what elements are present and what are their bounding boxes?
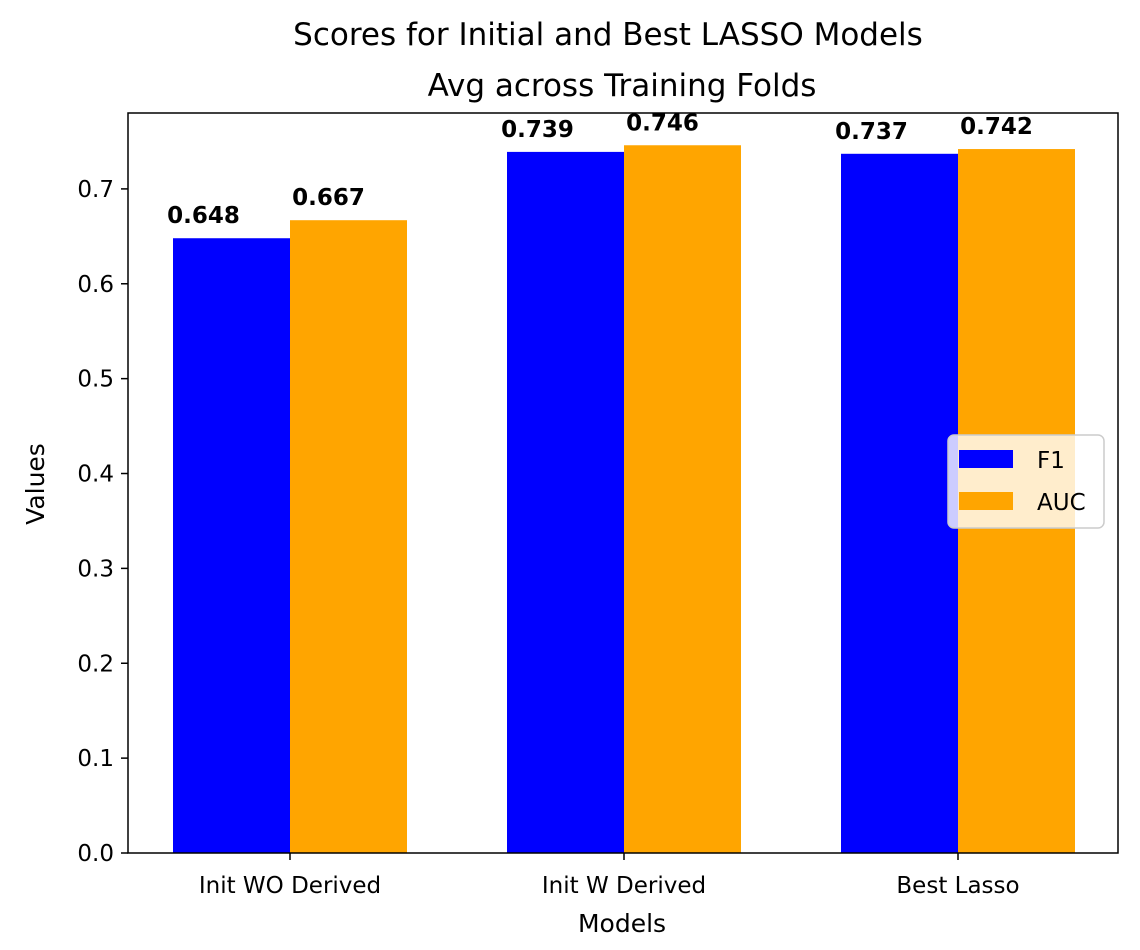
bar-auc-1 [624,145,741,853]
bar-f1-2 [841,153,958,854]
plot-frame [127,112,1119,854]
data-label-f1-0: 0.648 [167,203,240,229]
legend-swatch-auc [959,492,1013,510]
y-tick-label-1: 0.1 [77,746,114,772]
bar-f1-1 [507,151,624,853]
chart-title: Scores for Initial and Best LASSO Models [293,17,923,53]
data-label-auc-0: 0.667 [292,185,365,211]
legend-swatch-f1 [959,450,1013,468]
data-label-f1-2: 0.737 [835,119,908,145]
data-label-f1-1: 0.739 [501,117,574,143]
y-tick-label-6: 0.6 [77,272,114,298]
y-tick-label-3: 0.3 [77,556,114,582]
legend-label-auc: AUC [1037,490,1086,516]
y-tick-label-5: 0.5 [77,367,114,393]
y-axis-label: Values [21,443,50,525]
y-tick-label-7: 0.7 [77,177,114,203]
y-tick-label-0: 0.0 [77,841,114,867]
axes-layer: Init WO Derived Init W Derived Best Lasso 0… [77,112,1119,899]
data-label-auc-1: 0.746 [626,110,699,136]
x-tick-label-1: Init W Derived [542,873,706,899]
data-label-auc-2: 0.742 [960,114,1033,140]
x-tick-label-0: Init WO Derived [199,873,381,899]
legend: F1 AUC [947,434,1105,529]
data-labels-layer: 0.648 0.667 0.739 0.746 0.737 0.742 [167,110,1033,229]
bar-auc-0 [290,220,407,853]
bars-layer [173,145,1075,854]
y-tick-label-2: 0.2 [77,651,114,677]
x-axis-label: Models [578,909,666,938]
chart-subtitle: Avg across Training Folds [428,68,817,104]
legend-label-f1: F1 [1037,448,1065,474]
x-tick-label-2: Best Lasso [896,873,1019,899]
bar-f1-0 [173,238,290,853]
y-tick-label-4: 0.4 [77,462,114,488]
